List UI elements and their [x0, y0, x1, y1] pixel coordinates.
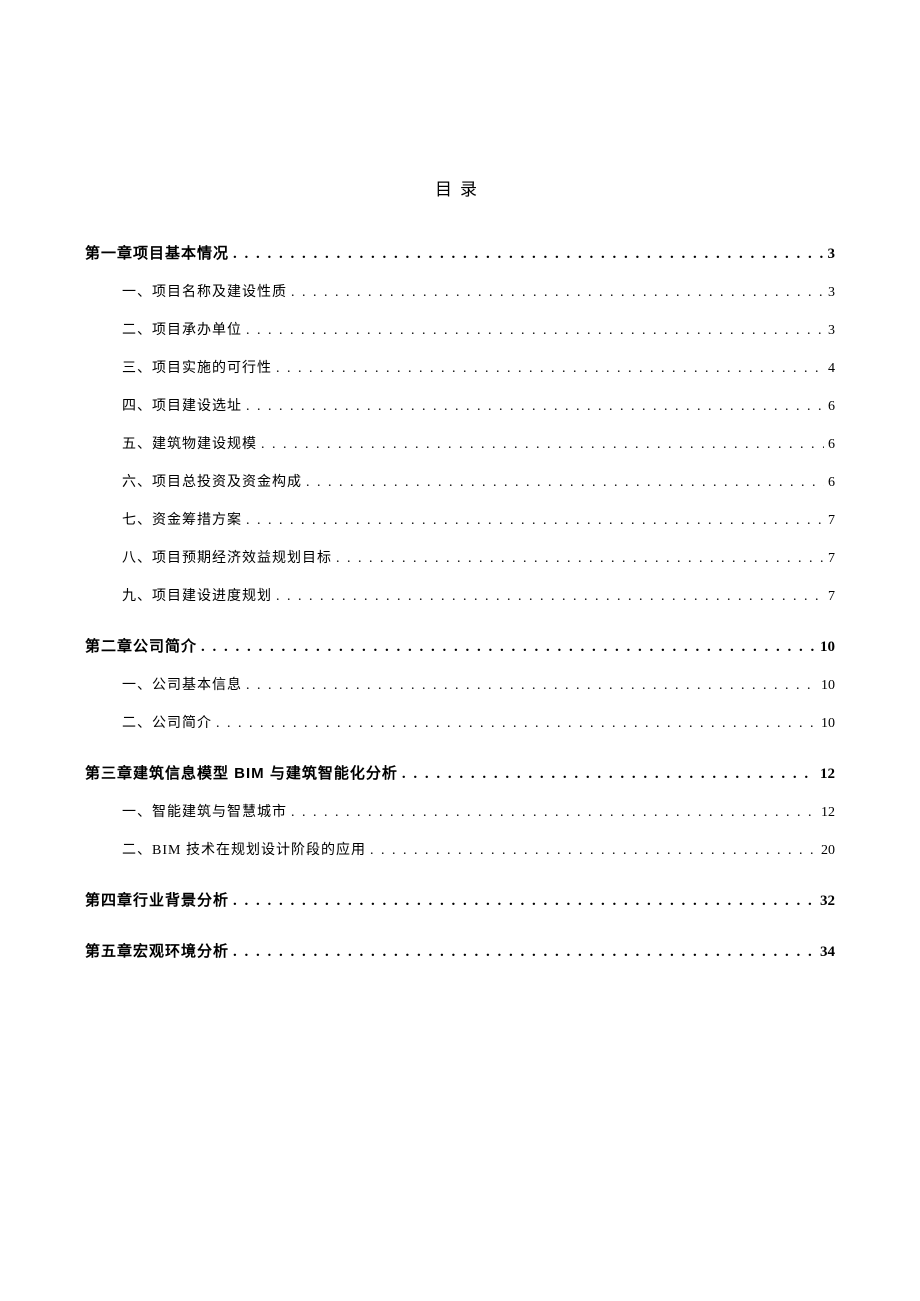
toc-entry-page: 7 [828, 551, 835, 567]
toc-entry-page: 12 [821, 805, 835, 821]
toc-entry: 五、建筑物建设规模. . . . . . . . . . . . . . . .… [85, 433, 835, 453]
toc-entry-text: 七、资金筹措方案 [122, 509, 242, 529]
toc-entry-text: 六、项目总投资及资金构成 [122, 471, 302, 491]
toc-entry: 一、项目名称及建设性质. . . . . . . . . . . . . . .… [85, 281, 835, 301]
toc-leader-dots: . . . . . . . . . . . . . . . . . . . . … [291, 805, 817, 821]
toc-entry-text: 一、项目名称及建设性质 [122, 281, 287, 301]
toc-leader-dots: . . . . . . . . . . . . . . . . . . . . … [276, 589, 824, 605]
toc-entry-text: 二、项目承办单位 [122, 319, 242, 339]
toc-entry-page: 4 [828, 361, 835, 377]
toc-entry-page: 7 [828, 513, 835, 529]
toc-entry-text: 三、项目实施的可行性 [122, 357, 272, 377]
toc-leader-dots: . . . . . . . . . . . . . . . . . . . . … [246, 323, 824, 339]
toc-container: 第一章项目基本情况. . . . . . . . . . . . . . . .… [85, 242, 835, 961]
document-page: 目录 第一章项目基本情况. . . . . . . . . . . . . . … [0, 0, 920, 961]
toc-entry: 八、项目预期经济效益规划目标. . . . . . . . . . . . . … [85, 547, 835, 567]
toc-entry-text: 八、项目预期经济效益规划目标 [122, 547, 332, 567]
toc-entry: 六、项目总投资及资金构成. . . . . . . . . . . . . . … [85, 471, 835, 491]
toc-leader-dots: . . . . . . . . . . . . . . . . . . . . … [291, 285, 824, 301]
toc-leader-dots: . . . . . . . . . . . . . . . . . . . . … [233, 246, 823, 263]
toc-entry: 第五章宏观环境分析. . . . . . . . . . . . . . . .… [85, 940, 835, 961]
toc-entry-page: 12 [820, 766, 835, 783]
toc-entry: 三、项目实施的可行性. . . . . . . . . . . . . . . … [85, 357, 835, 377]
toc-entry-page: 7 [828, 589, 835, 605]
toc-entry-text: 四、项目建设选址 [122, 395, 242, 415]
toc-entry: 第二章公司简介. . . . . . . . . . . . . . . . .… [85, 635, 835, 656]
toc-leader-dots: . . . . . . . . . . . . . . . . . . . . … [233, 944, 816, 961]
toc-entry: 九、项目建设进度规划. . . . . . . . . . . . . . . … [85, 585, 835, 605]
toc-entry-page: 10 [821, 716, 835, 732]
toc-entry-page: 6 [828, 399, 835, 415]
toc-entry: 四、项目建设选址. . . . . . . . . . . . . . . . … [85, 395, 835, 415]
toc-entry-page: 3 [828, 285, 835, 301]
toc-entry-text: 九、项目建设进度规划 [122, 585, 272, 605]
toc-entry-page: 6 [828, 437, 835, 453]
toc-entry-page: 10 [821, 678, 835, 694]
toc-entry-page: 34 [820, 944, 835, 961]
toc-leader-dots: . . . . . . . . . . . . . . . . . . . . … [246, 513, 824, 529]
toc-entry: 七、资金筹措方案. . . . . . . . . . . . . . . . … [85, 509, 835, 529]
toc-leader-dots: . . . . . . . . . . . . . . . . . . . . … [233, 893, 816, 910]
toc-entry-text: 第一章项目基本情况 [85, 242, 229, 263]
toc-entry-text: 一、智能建筑与智慧城市 [122, 801, 287, 821]
toc-leader-dots: . . . . . . . . . . . . . . . . . . . . … [336, 551, 824, 567]
toc-entry-page: 3 [828, 323, 835, 339]
toc-entry-text: 一、公司基本信息 [122, 674, 242, 694]
toc-leader-dots: . . . . . . . . . . . . . . . . . . . . … [402, 766, 816, 783]
toc-leader-dots: . . . . . . . . . . . . . . . . . . . . … [246, 678, 817, 694]
toc-entry-page: 10 [820, 639, 835, 656]
toc-entry: 二、公司简介. . . . . . . . . . . . . . . . . … [85, 712, 835, 732]
toc-entry-text: 第三章建筑信息模型 BIM 与建筑智能化分析 [85, 762, 398, 783]
toc-entry: 二、项目承办单位. . . . . . . . . . . . . . . . … [85, 319, 835, 339]
toc-entry: 第三章建筑信息模型 BIM 与建筑智能化分析. . . . . . . . . … [85, 762, 835, 783]
toc-entry: 二、BIM 技术在规划设计阶段的应用. . . . . . . . . . . … [85, 839, 835, 859]
toc-entry: 第一章项目基本情况. . . . . . . . . . . . . . . .… [85, 242, 835, 263]
toc-entry-text: 第四章行业背景分析 [85, 889, 229, 910]
toc-entry-page: 20 [821, 843, 835, 859]
toc-entry-text: 第五章宏观环境分析 [85, 940, 229, 961]
toc-leader-dots: . . . . . . . . . . . . . . . . . . . . … [246, 399, 824, 415]
toc-entry: 一、公司基本信息. . . . . . . . . . . . . . . . … [85, 674, 835, 694]
toc-leader-dots: . . . . . . . . . . . . . . . . . . . . … [216, 716, 817, 732]
toc-leader-dots: . . . . . . . . . . . . . . . . . . . . … [276, 361, 824, 377]
toc-title: 目录 [85, 175, 835, 200]
toc-entry-page: 3 [828, 246, 836, 263]
toc-entry-page: 6 [828, 475, 835, 491]
toc-leader-dots: . . . . . . . . . . . . . . . . . . . . … [201, 639, 816, 656]
toc-entry: 一、智能建筑与智慧城市. . . . . . . . . . . . . . .… [85, 801, 835, 821]
toc-leader-dots: . . . . . . . . . . . . . . . . . . . . … [261, 437, 824, 453]
toc-entry: 第四章行业背景分析. . . . . . . . . . . . . . . .… [85, 889, 835, 910]
toc-entry-text: 第二章公司简介 [85, 635, 197, 656]
toc-entry-text: 五、建筑物建设规模 [122, 433, 257, 453]
toc-entry-page: 32 [820, 893, 835, 910]
toc-leader-dots: . . . . . . . . . . . . . . . . . . . . … [306, 475, 824, 491]
toc-entry-text: 二、公司简介 [122, 712, 212, 732]
toc-entry-text: 二、BIM 技术在规划设计阶段的应用 [122, 839, 366, 859]
toc-leader-dots: . . . . . . . . . . . . . . . . . . . . … [370, 843, 817, 859]
